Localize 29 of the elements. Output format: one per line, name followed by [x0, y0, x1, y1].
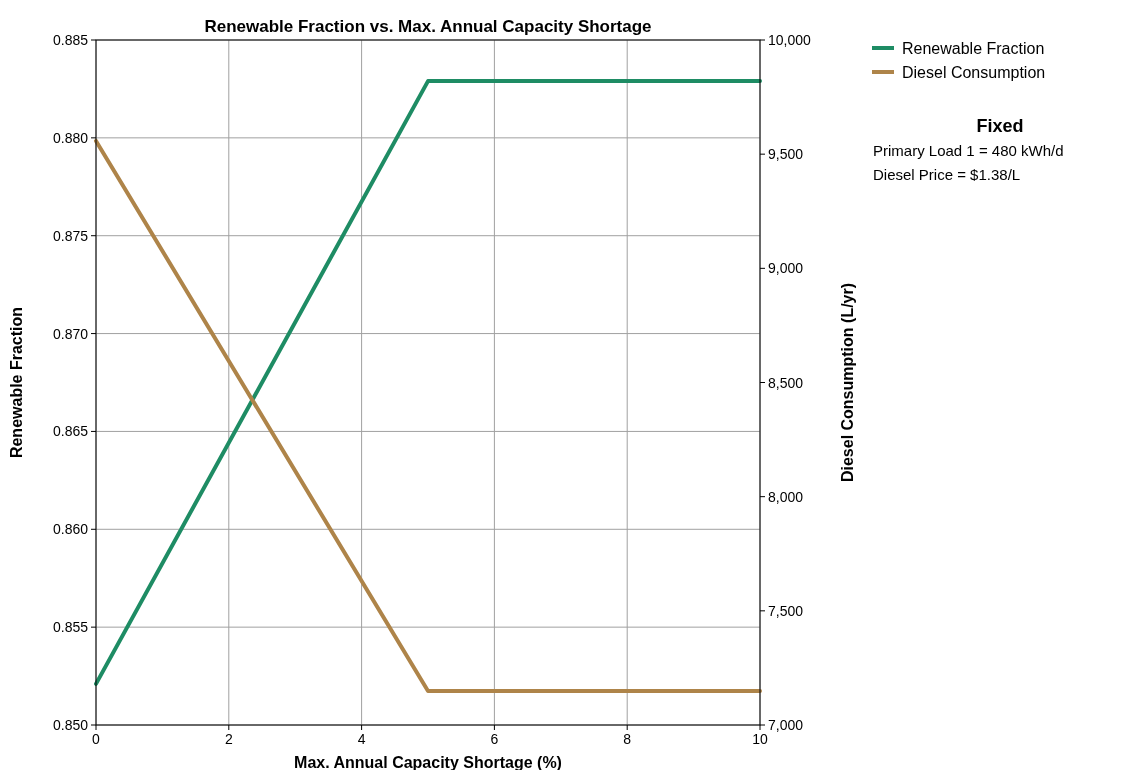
y-tick-label: 0.865	[52, 423, 89, 440]
y2-tick-label: 8,000	[768, 488, 804, 505]
y-tick-label: 0.870	[52, 325, 89, 342]
y2-axis-title: Diesel Consumption (L/yr)	[839, 282, 856, 483]
x-tick-label: 6	[490, 731, 499, 747]
text: Diesel Price = $1.38/L	[873, 166, 1021, 183]
y2-tick-label: 7,000	[768, 717, 804, 733]
y-axis-title: Renewable Fraction	[8, 306, 25, 459]
x-tick-label: 0	[92, 731, 101, 747]
y-tick-label: 0.885	[52, 32, 89, 48]
y-tick-label: 0.860	[52, 521, 89, 538]
y-tick-label: 0.855	[52, 619, 89, 636]
x-tick-label: 4	[357, 731, 366, 747]
legend-label: Renewable Fraction	[902, 40, 1045, 57]
x-tick-label: 8	[623, 731, 632, 747]
y2-tick-label: 9,000	[768, 260, 804, 277]
chart-title: Renewable Fraction vs. Max. Annual Capacity Shortage	[204, 17, 652, 36]
x-tick-label: 10	[752, 731, 768, 747]
y2-tick-label: 10,000	[768, 32, 812, 48]
y-tick-label: 0.880	[52, 129, 89, 146]
y2-tick-label: 9,500	[768, 146, 804, 163]
y-tick-label: 0.850	[52, 717, 89, 733]
y-tick-label: 0.875	[52, 227, 89, 244]
text: Fixed	[976, 116, 1024, 136]
y2-tick-label: 7,500	[768, 602, 804, 619]
y2-tick-label: 8,500	[768, 374, 804, 391]
legend-label: Diesel Consumption	[902, 64, 1046, 81]
text: Primary Load 1 = 480 kWh/d	[873, 142, 1064, 159]
x-tick-label: 2	[224, 731, 233, 747]
